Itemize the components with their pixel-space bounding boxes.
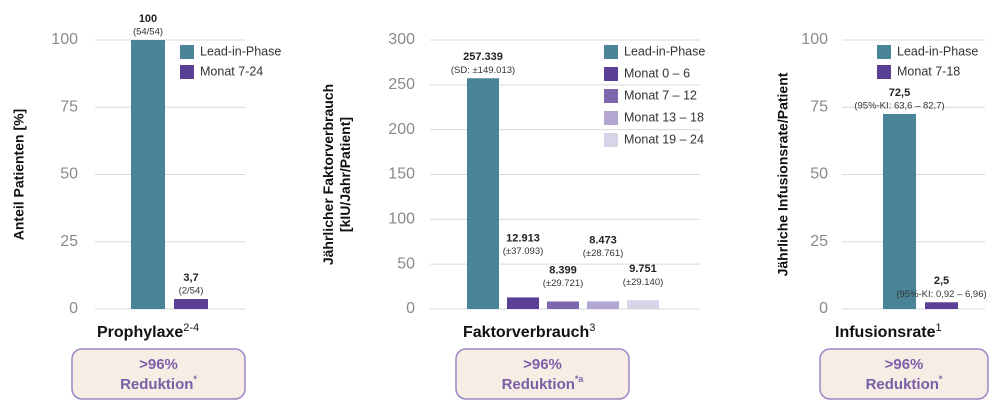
x-axis-label: Infusionsrate1 <box>835 322 942 341</box>
x-axis-label: Faktorverbrauch3 <box>463 322 595 341</box>
legend-swatch <box>604 89 618 103</box>
callout-sup: *a <box>575 374 585 384</box>
x-axis-label-main: Faktorverbrauch <box>463 324 589 341</box>
y-tick-label: 50 <box>397 255 415 272</box>
bar <box>587 301 619 309</box>
callout-line2: Reduktion*a <box>502 374 585 393</box>
y-tick-label: 50 <box>810 166 828 183</box>
y-tick-label: 75 <box>810 98 828 115</box>
legend-label: Monat 0 – 6 <box>624 66 690 80</box>
legend-swatch <box>877 65 891 79</box>
x-axis-label-main: Prophylaxe <box>97 324 183 341</box>
value-note: (2/54) <box>179 286 204 297</box>
callout-sup: * <box>193 374 197 384</box>
value-label: 2,5 <box>934 275 949 287</box>
legend-swatch <box>604 67 618 81</box>
callout-box <box>819 348 989 400</box>
value-label: 257.339 <box>463 51 503 63</box>
x-axis-label-sup: 1 <box>935 322 941 334</box>
bar <box>547 301 579 309</box>
callout-line1: >96% <box>523 356 562 373</box>
value-note: (±29.140) <box>623 277 664 288</box>
legend-swatch <box>604 133 618 147</box>
value-label: 12.913 <box>506 232 540 244</box>
legend-swatch <box>180 65 194 79</box>
value-note: (±37.093) <box>503 246 544 257</box>
y-tick-label: 0 <box>819 300 828 317</box>
value-note: (95%-KI: 63,6 – 82,7) <box>854 100 944 111</box>
y-tick-label: 250 <box>388 76 415 93</box>
legend-label: Monat 7 – 12 <box>624 88 697 102</box>
bar <box>174 299 208 309</box>
legend-swatch <box>877 45 891 59</box>
bar <box>467 78 499 310</box>
bar <box>883 113 916 309</box>
y-tick-label: 100 <box>51 31 78 48</box>
legend-label: Lead-in-Phase <box>200 44 281 58</box>
x-axis-label-main: Infusionsrate <box>835 324 936 341</box>
legend-label: Monat 7-24 <box>200 64 263 78</box>
legend-swatch <box>180 45 194 59</box>
value-note: (SD: ±149.013) <box>451 65 515 76</box>
y-tick-label: 25 <box>60 233 78 250</box>
y-tick-label: 0 <box>69 300 78 317</box>
y-tick-label: 50 <box>60 166 78 183</box>
value-label: 3,7 <box>183 272 198 284</box>
legend-swatch <box>604 45 618 59</box>
x-axis-label-sup: 2-4 <box>183 322 199 334</box>
y-tick-label: 75 <box>60 98 78 115</box>
bar <box>507 297 539 309</box>
y-tick-label: 100 <box>388 211 415 228</box>
y-tick-label: 0 <box>406 300 415 317</box>
bar <box>131 40 165 309</box>
bar <box>627 300 659 309</box>
y-axis-label: Jährliche Infusionsrate/Patient <box>775 72 791 276</box>
callout-box <box>455 348 630 400</box>
value-label: 8.399 <box>549 264 577 276</box>
callout-main: Reduktion <box>502 376 575 393</box>
y-tick-label: 150 <box>388 166 415 183</box>
bar <box>925 302 958 309</box>
callout-main: Reduktion <box>120 376 193 393</box>
y-axis-label: Jährlicher Faktorverbrauch <box>320 84 336 265</box>
value-note: (±28.761) <box>583 248 624 259</box>
callout-line1: >96% <box>139 356 178 373</box>
y-axis-label: [kIU/Jahr/Patient] <box>337 117 353 232</box>
callout-line1: >96% <box>885 356 924 373</box>
callout-line2: Reduktion* <box>120 374 197 393</box>
legend-swatch <box>604 111 618 125</box>
value-note: (95%-KI: 0,92 – 6,96) <box>896 289 986 300</box>
value-label: 8.473 <box>589 234 617 246</box>
legend-label: Lead-in-Phase <box>897 44 978 58</box>
x-axis-label: Prophylaxe2-4 <box>97 322 199 341</box>
y-axis-label: Anteil Patienten [%] <box>11 109 27 240</box>
x-axis-label-sup: 3 <box>589 322 595 334</box>
y-tick-label: 100 <box>801 31 828 48</box>
legend-label: Lead-in-Phase <box>624 44 705 58</box>
value-note: (54/54) <box>133 27 163 38</box>
value-note: (±29.721) <box>543 278 584 289</box>
callout-sup: * <box>939 374 943 384</box>
legend-label: Monat 13 – 18 <box>624 110 704 124</box>
y-tick-label: 300 <box>388 31 415 48</box>
value-label: 100 <box>139 13 157 25</box>
y-tick-label: 200 <box>388 121 415 138</box>
legend-label: Monat 7-18 <box>897 64 960 78</box>
y-tick-label: 25 <box>810 233 828 250</box>
value-label: 9.751 <box>629 263 657 275</box>
callout-main: Reduktion <box>866 376 939 393</box>
callout-line2: Reduktion* <box>866 374 943 393</box>
value-label: 72,5 <box>889 87 910 99</box>
legend-label: Monat 19 – 24 <box>624 132 704 146</box>
callout-box <box>71 348 246 400</box>
